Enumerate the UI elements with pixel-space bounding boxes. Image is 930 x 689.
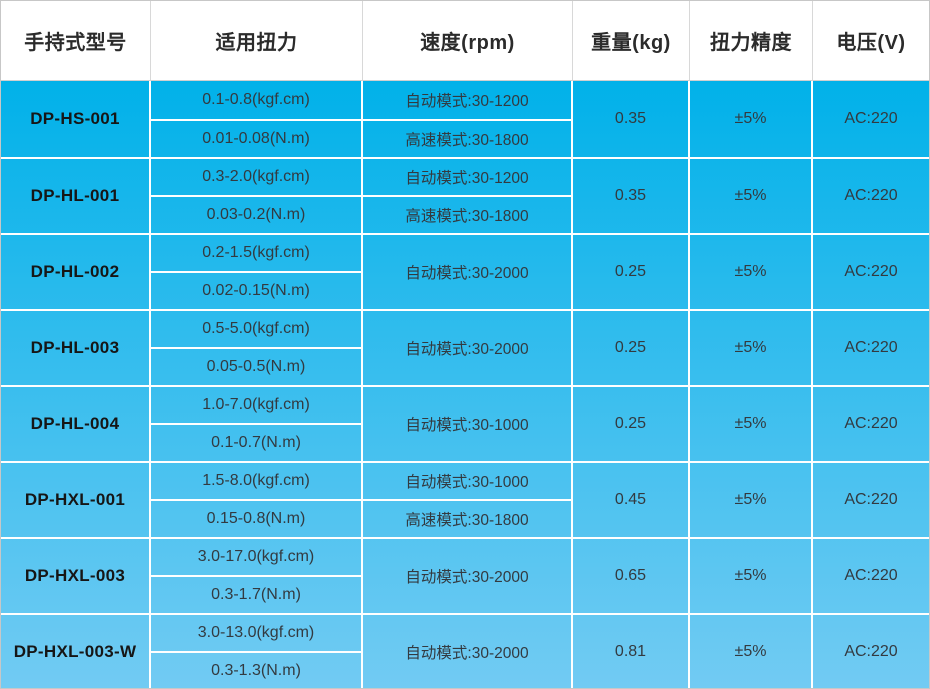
speed-cell: 自动模式:30-2000: [363, 537, 573, 613]
torque-cell: 0.3-2.0(kgf.cm): [151, 157, 363, 195]
table-row: DP-HXL-001 1.5-8.0(kgf.cm) 自动模式:30-1000 0.4…: [1, 461, 929, 537]
weight-cell: 0.45: [573, 461, 690, 537]
speed-cell: 高速模式:30-1800: [363, 119, 573, 157]
weight-cell: 0.25: [573, 309, 690, 385]
accuracy-cell: ±5%: [690, 613, 813, 688]
speed-cell: 自动模式:30-2000: [363, 309, 573, 385]
voltage-cell: AC:220: [813, 385, 929, 461]
table-subrow: 0.01-0.08(N.m) 高速模式:30-1800: [1, 119, 929, 157]
torque-cell: 3.0-13.0(kgf.cm): [151, 613, 363, 651]
torque-cell: 0.05-0.5(N.m): [151, 347, 363, 385]
accuracy-cell: ±5%: [690, 81, 813, 157]
model-cell: DP-HS-001: [1, 81, 151, 157]
speed-cell: 高速模式:30-1800: [363, 499, 573, 537]
model-cell: DP-HXL-001: [1, 461, 151, 537]
weight-cell: 0.35: [573, 157, 690, 233]
model-cell: DP-HXL-003-W: [1, 613, 151, 688]
model-cell: DP-HL-004: [1, 385, 151, 461]
voltage-cell: AC:220: [813, 157, 929, 233]
table-subrow: 0.3-1.7(N.m): [1, 575, 929, 613]
speed-cell: 自动模式:30-1000: [363, 385, 573, 461]
voltage-cell: AC:220: [813, 233, 929, 309]
weight-cell: 0.25: [573, 385, 690, 461]
torque-cell: 0.3-1.3(N.m): [151, 651, 363, 688]
header-row: 手持式型号 适用扭力 速度(rpm) 重量(kg) 扭力精度 电压(V): [1, 1, 929, 81]
table-subrow: 0.03-0.2(N.m) 高速模式:30-1800: [1, 195, 929, 233]
table-subrow: 0.1-0.7(N.m): [1, 423, 929, 461]
column-header-torque: 适用扭力: [151, 1, 363, 81]
torque-cell: 0.15-0.8(N.m): [151, 499, 363, 537]
table-subrow: 0.05-0.5(N.m): [1, 347, 929, 385]
accuracy-cell: ±5%: [690, 461, 813, 537]
table-row: DP-HL-004 1.0-7.0(kgf.cm) 自动模式:30-1000 0.25…: [1, 385, 929, 461]
voltage-cell: AC:220: [813, 461, 929, 537]
speed-cell: 自动模式:30-2000: [363, 613, 573, 688]
voltage-cell: AC:220: [813, 537, 929, 613]
accuracy-cell: ±5%: [690, 233, 813, 309]
voltage-cell: AC:220: [813, 309, 929, 385]
speed-cell: 自动模式:30-1200: [363, 81, 573, 119]
torque-cell: 1.0-7.0(kgf.cm): [151, 385, 363, 423]
table-row: DP-HL-003 0.5-5.0(kgf.cm) 自动模式:30-2000 0.25…: [1, 309, 929, 385]
torque-cell: 0.5-5.0(kgf.cm): [151, 309, 363, 347]
torque-cell: 0.01-0.08(N.m): [151, 119, 363, 157]
voltage-cell: AC:220: [813, 613, 929, 688]
table-row: DP-HL-001 0.3-2.0(kgf.cm) 自动模式:30-1200 0.35…: [1, 157, 929, 233]
table-header: 手持式型号 适用扭力 速度(rpm) 重量(kg) 扭力精度 电压(V): [1, 1, 929, 81]
table-row: DP-HXL-003-W 3.0-13.0(kgf.cm) 自动模式:30-2000…: [1, 613, 929, 688]
column-header-model: 手持式型号: [1, 1, 151, 81]
speed-cell: 自动模式:30-1200: [363, 157, 573, 195]
table-row: DP-HL-002 0.2-1.5(kgf.cm) 自动模式:30-2000 0.25…: [1, 233, 929, 309]
weight-cell: 0.65: [573, 537, 690, 613]
table-body: DP-HS-001 0.1-0.8(kgf.cm) 自动模式:30-1200 0.35…: [1, 81, 929, 688]
model-cell: DP-HL-001: [1, 157, 151, 233]
column-header-speed: 速度(rpm): [363, 1, 573, 81]
torque-cell: 0.3-1.7(N.m): [151, 575, 363, 613]
table-row: DP-HXL-003 3.0-17.0(kgf.cm) 自动模式:30-2000 0.…: [1, 537, 929, 613]
speed-cell: 高速模式:30-1800: [363, 195, 573, 233]
column-header-accuracy: 扭力精度: [690, 1, 813, 81]
accuracy-cell: ±5%: [690, 157, 813, 233]
accuracy-cell: ±5%: [690, 309, 813, 385]
model-cell: DP-HXL-003: [1, 537, 151, 613]
model-cell: DP-HL-003: [1, 309, 151, 385]
torque-cell: 1.5-8.0(kgf.cm): [151, 461, 363, 499]
accuracy-cell: ±5%: [690, 385, 813, 461]
table-row: DP-HS-001 0.1-0.8(kgf.cm) 自动模式:30-1200 0.35…: [1, 81, 929, 157]
weight-cell: 0.35: [573, 81, 690, 157]
torque-cell: 0.02-0.15(N.m): [151, 271, 363, 309]
torque-cell: 0.03-0.2(N.m): [151, 195, 363, 233]
torque-cell: 0.2-1.5(kgf.cm): [151, 233, 363, 271]
voltage-cell: AC:220: [844, 110, 898, 127]
weight-cell: 0.25: [573, 233, 690, 309]
model-cell: DP-HL-002: [1, 233, 151, 309]
column-header-weight: 重量(kg): [573, 1, 690, 81]
speed-cell: 自动模式:30-1000: [363, 461, 573, 499]
torque-cell: 0.1-0.8(kgf.cm): [151, 81, 363, 119]
table-subrow: 0.3-1.3(N.m): [1, 651, 929, 688]
weight-cell: 0.81: [573, 613, 690, 688]
table-subrow: 0.02-0.15(N.m): [1, 271, 929, 309]
table-subrow: 0.15-0.8(N.m) 高速模式:30-1800: [1, 499, 929, 537]
speed-cell: 自动模式:30-2000: [363, 233, 573, 309]
column-header-voltage: 电压(V): [813, 1, 929, 81]
accuracy-cell: ±5%: [690, 537, 813, 613]
torque-cell: 3.0-17.0(kgf.cm): [151, 537, 363, 575]
torque-cell: 0.1-0.7(N.m): [151, 423, 363, 461]
